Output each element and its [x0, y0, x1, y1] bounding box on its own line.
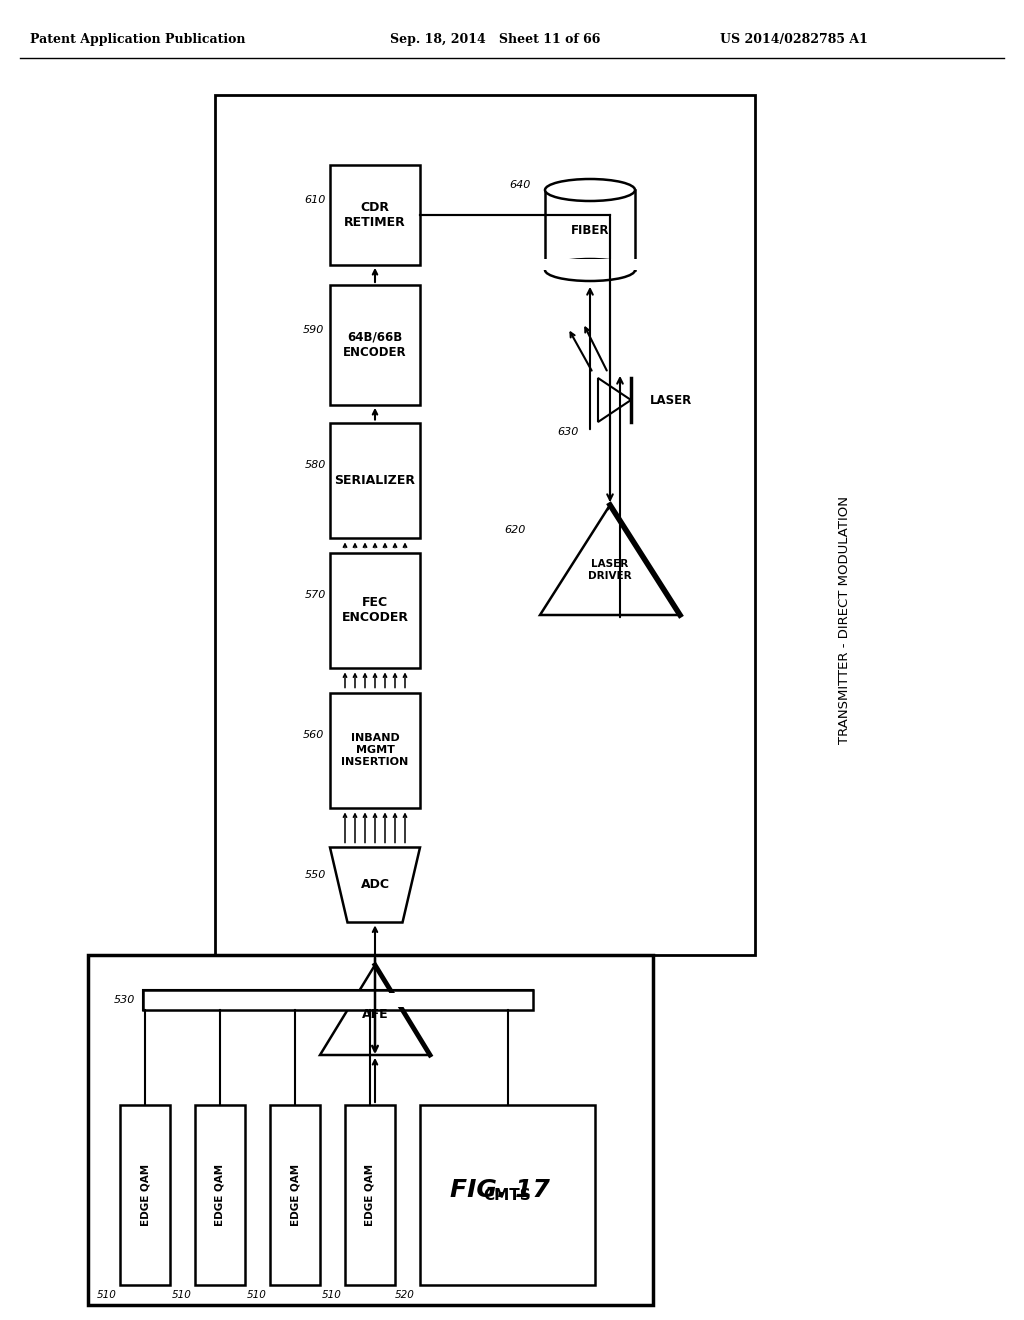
Ellipse shape [545, 180, 635, 201]
Bar [143, 990, 534, 1010]
Text: 620: 620 [504, 525, 525, 535]
Text: 540: 540 [296, 990, 317, 1001]
Text: EDGE QAM: EDGE QAM [365, 1164, 375, 1226]
Polygon shape [540, 506, 680, 615]
Polygon shape [319, 965, 430, 1055]
Bar [195, 1105, 245, 1284]
Text: FIG. 17: FIG. 17 [451, 1177, 550, 1203]
Text: 610: 610 [304, 195, 326, 205]
Text: 510: 510 [97, 1290, 117, 1300]
Text: 590: 590 [302, 325, 324, 335]
Text: 520: 520 [395, 1290, 415, 1300]
Ellipse shape [545, 259, 635, 281]
Bar [270, 1105, 319, 1284]
Text: 510: 510 [172, 1290, 193, 1300]
Text: 510: 510 [323, 1290, 342, 1300]
Bar [215, 95, 755, 954]
Bar [543, 259, 637, 271]
Text: 580: 580 [304, 459, 326, 470]
Text: US 2014/0282785 A1: US 2014/0282785 A1 [720, 33, 868, 46]
Text: LASER
DRIVER: LASER DRIVER [588, 560, 632, 581]
Text: INBAND
MGMT
INSERTION: INBAND MGMT INSERTION [341, 734, 409, 767]
Bar [330, 165, 420, 265]
Text: FEC
ENCODER: FEC ENCODER [341, 597, 409, 624]
Text: 64B/66B
ENCODER: 64B/66B ENCODER [343, 331, 407, 359]
Text: TRANSMITTER - DIRECT MODULATION: TRANSMITTER - DIRECT MODULATION [839, 496, 852, 744]
Text: EDGE QAM: EDGE QAM [215, 1164, 225, 1226]
Bar [146, 993, 530, 1007]
Text: 560: 560 [302, 730, 324, 741]
Bar [545, 190, 635, 271]
Text: AFE: AFE [361, 1008, 388, 1022]
Text: FIBER: FIBER [570, 223, 609, 236]
Text: 640: 640 [509, 180, 530, 190]
Text: 530: 530 [114, 995, 135, 1005]
Bar [330, 693, 420, 808]
Text: EDGE QAM: EDGE QAM [140, 1164, 150, 1226]
Bar [330, 285, 420, 405]
Polygon shape [330, 847, 420, 923]
Text: 510: 510 [247, 1290, 267, 1300]
Text: EDGE QAM: EDGE QAM [290, 1164, 300, 1226]
Text: 570: 570 [304, 590, 326, 601]
Bar [143, 990, 534, 1010]
Text: CMTS: CMTS [483, 1188, 531, 1203]
Text: ADC: ADC [360, 879, 389, 891]
Bar [88, 954, 653, 1305]
Text: 630: 630 [557, 426, 579, 437]
Bar [120, 1105, 170, 1284]
Text: LASER: LASER [650, 393, 692, 407]
Polygon shape [598, 378, 631, 422]
Bar [330, 422, 420, 537]
Bar [330, 553, 420, 668]
Text: SERIALIZER: SERIALIZER [335, 474, 416, 487]
Bar [345, 1105, 395, 1284]
Bar [420, 1105, 595, 1284]
Text: Patent Application Publication: Patent Application Publication [30, 33, 246, 46]
Text: CDR
RETIMER: CDR RETIMER [344, 201, 406, 228]
Text: Sep. 18, 2014   Sheet 11 of 66: Sep. 18, 2014 Sheet 11 of 66 [390, 33, 600, 46]
Text: 550: 550 [304, 870, 326, 880]
